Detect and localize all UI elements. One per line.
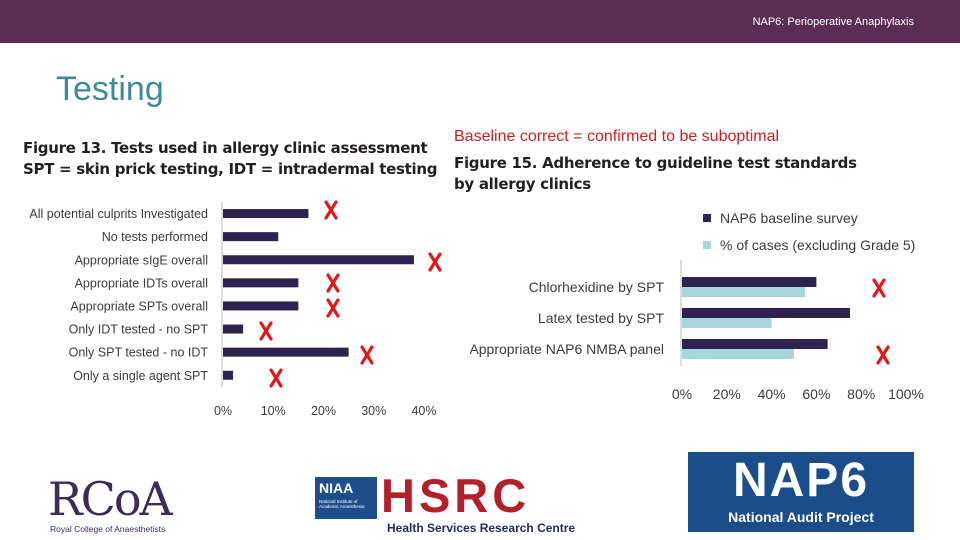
figure13-category-label: Appropriate sIgE overall — [75, 253, 208, 267]
figure15-category-label: Appropriate NAP6 NMBA panel — [469, 341, 664, 357]
cross-mark-icon — [876, 345, 890, 365]
niaa-logo-small: National Institute of Academic Anaesthes… — [319, 499, 365, 509]
figure15-bar — [682, 308, 850, 318]
rcoa-logo-subtitle: Royal College of Anaesthetists — [50, 524, 166, 534]
figure13-title: Figure 13. Tests used in allergy clinic … — [23, 138, 437, 180]
figure15-category-label: Latex tested by SPT — [538, 310, 665, 326]
figure13-bar — [223, 324, 244, 334]
figure15-legend-label: NAP6 baseline survey — [720, 210, 858, 226]
figure15-legend-swatch — [703, 214, 711, 222]
figure15-title-line1: Figure 15. Adherence to guideline test s… — [454, 154, 857, 172]
cross-mark-icon — [326, 273, 340, 293]
figure13-bar — [223, 278, 299, 288]
figure15-tick-label: 80% — [847, 386, 875, 402]
figure13-category-label: Only IDT tested - no SPT — [69, 323, 209, 337]
figure15-bar — [682, 318, 772, 328]
slide-title: Testing — [56, 70, 164, 108]
hsrc-logo-letters: HSRC — [381, 469, 531, 522]
figure13-category-label: Only SPT tested - no IDT — [69, 346, 209, 360]
hsrc-logo: NIAA National Institute of Academic Anae… — [315, 469, 575, 538]
figure15-bar — [682, 287, 806, 297]
header-bar — [0, 0, 960, 43]
figure15-bar — [682, 349, 794, 359]
cross-mark-icon — [269, 368, 283, 388]
figure15-tick-label: 40% — [758, 386, 786, 402]
cross-mark-icon — [324, 200, 338, 220]
figure13-tick-label: 40% — [411, 404, 436, 418]
niaa-logo-text: NIAA — [319, 480, 354, 496]
figure15-legend-swatch — [703, 241, 711, 249]
cross-mark-icon — [326, 298, 340, 318]
figure15-bar — [682, 339, 828, 349]
figure13-category-label: Only a single agent SPT — [73, 369, 208, 383]
figure13-tick-label: 0% — [214, 404, 232, 418]
figure13-tick-label: 10% — [261, 404, 286, 418]
figure15-tick-label: 60% — [802, 386, 830, 402]
figure13-bar — [223, 209, 309, 219]
niaa-logo: NIAA National Institute of Academic Anae… — [315, 477, 377, 519]
rcoa-logo: RCoA Royal College of Anaesthetists — [48, 475, 188, 537]
cross-mark-icon — [428, 252, 442, 272]
baseline-caption: Baseline correct = confirmed to be subop… — [454, 128, 780, 145]
figure13-tick-label: 30% — [361, 404, 386, 418]
figure13-bar — [223, 255, 414, 265]
figure15-category-label: Chlorhexidine by SPT — [529, 279, 665, 295]
cross-mark-icon — [259, 321, 273, 341]
figure13-bar — [223, 347, 349, 357]
figure13-bar — [223, 301, 299, 311]
figure13-bar — [223, 370, 234, 380]
figure15-tick-label: 0% — [672, 386, 692, 402]
cross-mark-icon — [360, 345, 374, 365]
figure13-tick-label: 20% — [311, 404, 336, 418]
nap6-logo: NAP6 National Audit Project — [688, 452, 914, 532]
figure13-title-line1: Figure 13. Tests used in allergy clinic … — [23, 139, 428, 157]
figure13-title-line2: SPT = skin prick testing, IDT = intrader… — [23, 160, 438, 178]
nap6-logo-title: NAP6 — [732, 454, 870, 507]
figure15-tick-label: 20% — [713, 386, 741, 402]
figure13-category-label: No tests performed — [102, 230, 208, 244]
figure13-category-label: Appropriate IDTs overall — [75, 276, 208, 290]
figure15-title: Figure 15. Adherence to guideline test s… — [454, 153, 857, 195]
figure15-legend-label: % of cases (excluding Grade 5) — [720, 237, 915, 253]
hsrc-logo-subtitle: Health Services Research Centre — [387, 521, 576, 535]
figure13-bar — [223, 232, 279, 242]
figure15-title-line2: by allergy clinics — [454, 175, 591, 193]
cross-mark-icon — [872, 278, 886, 298]
figure13-category-label: Appropriate SPTs overall — [70, 299, 208, 313]
rcoa-logo-letters: RCoA — [48, 472, 173, 526]
figure15-tick-label: 100% — [888, 386, 924, 402]
header-title: NAP6: Perioperative Anaphylaxis — [752, 16, 914, 28]
figure13-category-label: All potential culprits Investigated — [29, 207, 208, 221]
nap6-logo-subtitle: National Audit Project — [728, 509, 874, 525]
figure15-bar — [682, 277, 817, 287]
